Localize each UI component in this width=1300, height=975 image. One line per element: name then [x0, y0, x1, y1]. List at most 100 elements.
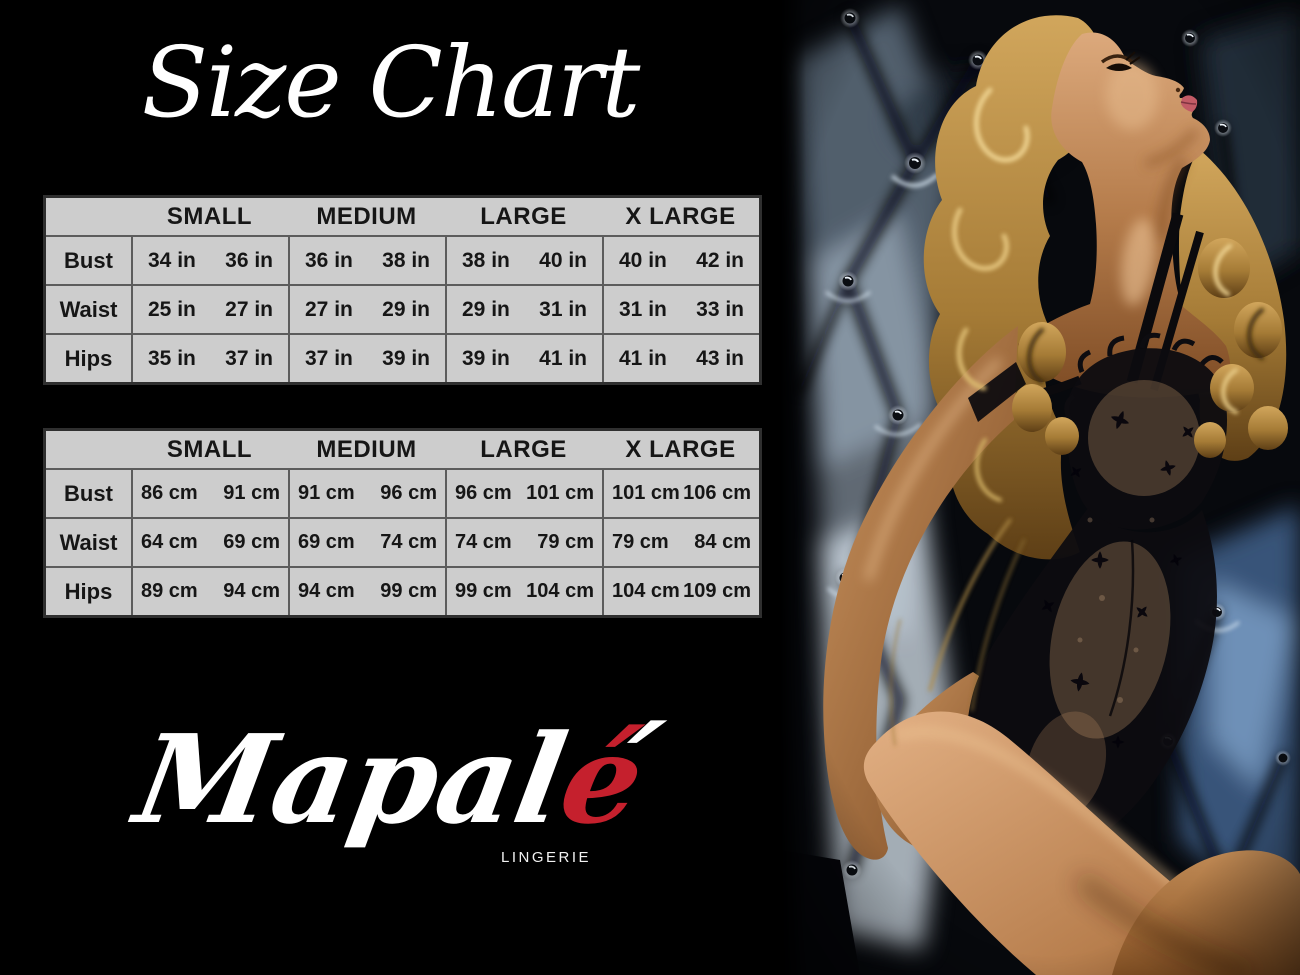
- measure-value: 94 cm: [223, 580, 280, 602]
- measure-value: 33 in: [696, 297, 744, 321]
- measure-value: 91 cm: [298, 482, 355, 504]
- measure-value: 94 cm: [298, 580, 355, 602]
- measure-value: 36 in: [305, 248, 353, 272]
- measure-value: 96 cm: [380, 482, 437, 504]
- table-row-bust: Bust 86 cm 91 cm 91 cm 96 cm 96 cm 101 cm 1…: [46, 468, 759, 517]
- size-table-header-row: SMALL MEDIUM LARGE X LARGE: [46, 431, 759, 468]
- measure-value: 101 cm: [612, 482, 680, 504]
- size-cell: 31 in 33 in: [602, 286, 759, 333]
- size-table-cm: SMALL MEDIUM LARGE X LARGE Bust 86 cm 91 …: [43, 428, 762, 618]
- brand-tagline: LINGERIE: [500, 849, 592, 866]
- table-row-hips: Hips 89 cm 94 cm 94 cm 99 cm 99 cm 104 cm 1…: [46, 566, 759, 615]
- table-row-hips: Hips 35 in 37 in 37 in 39 in 39 in 41 in 41…: [46, 333, 759, 382]
- measure-value: 36 in: [225, 248, 273, 272]
- size-cell: 79 cm 84 cm: [602, 519, 759, 566]
- size-table-header-row: SMALL MEDIUM LARGE X LARGE: [46, 198, 759, 235]
- model-photo: [780, 0, 1300, 975]
- measure-value: 91 cm: [223, 482, 280, 504]
- size-cell: 37 in 39 in: [288, 335, 445, 382]
- size-cell: 25 in 27 in: [131, 286, 288, 333]
- header-xlarge: X LARGE: [625, 202, 736, 230]
- size-cell: 35 in 37 in: [131, 335, 288, 382]
- measure-value: 29 in: [462, 297, 510, 321]
- measure-value: 43 in: [696, 346, 744, 370]
- measure-value: 27 in: [305, 297, 353, 321]
- row-label: Hips: [64, 345, 113, 371]
- row-label: Bust: [64, 247, 113, 273]
- measure-value: 99 cm: [455, 580, 512, 602]
- measure-value: 41 in: [539, 346, 587, 370]
- size-cell: 74 cm 79 cm: [445, 519, 602, 566]
- measure-value: 64 cm: [141, 531, 198, 553]
- size-cell: 36 in 38 in: [288, 237, 445, 284]
- size-cell: 101 cm 106 cm: [602, 470, 759, 517]
- header-medium: MEDIUM: [316, 202, 417, 230]
- size-cell: 29 in 31 in: [445, 286, 602, 333]
- measure-value: 69 cm: [298, 531, 355, 553]
- measure-value: 79 cm: [612, 531, 669, 553]
- row-label: Waist: [59, 529, 118, 555]
- measure-value: 69 cm: [223, 531, 280, 553]
- header-small: SMALL: [166, 435, 253, 463]
- header-medium: MEDIUM: [316, 435, 417, 463]
- measure-value: 89 cm: [141, 580, 198, 602]
- measure-value: 39 in: [462, 346, 510, 370]
- row-label: Waist: [59, 296, 118, 322]
- size-cell: 41 in 43 in: [602, 335, 759, 382]
- size-cell: 91 cm 96 cm: [288, 470, 445, 517]
- measure-value: 74 cm: [380, 531, 437, 553]
- measure-value: 104 cm: [526, 580, 594, 602]
- size-cell: 99 cm 104 cm: [445, 568, 602, 615]
- size-cell: 64 cm 69 cm: [131, 519, 288, 566]
- table-row-bust: Bust 34 in 36 in 36 in 38 in 38 in 40 in 40…: [46, 235, 759, 284]
- header-xlarge: X LARGE: [625, 435, 736, 463]
- row-label: Bust: [64, 480, 113, 506]
- measure-value: 25 in: [148, 297, 196, 321]
- header-small: SMALL: [166, 202, 253, 230]
- measure-value: 38 in: [462, 248, 510, 272]
- measure-value: 101 cm: [526, 482, 594, 504]
- measure-value: 29 in: [382, 297, 430, 321]
- table-row-waist: Waist 25 in 27 in 27 in 29 in 29 in 31 in 3…: [46, 284, 759, 333]
- size-cell: 104 cm 109 cm: [602, 568, 759, 615]
- row-label: Hips: [64, 578, 113, 604]
- measure-value: 96 cm: [455, 482, 512, 504]
- measure-value: 37 in: [225, 346, 273, 370]
- brand-script: Mapal: [126, 707, 577, 851]
- size-cell: 89 cm 94 cm: [131, 568, 288, 615]
- measure-value: 109 cm: [683, 580, 751, 602]
- measure-value: 79 cm: [537, 531, 594, 553]
- size-cell: 94 cm 99 cm: [288, 568, 445, 615]
- measure-value: 39 in: [382, 346, 430, 370]
- measure-value: 104 cm: [612, 580, 680, 602]
- measure-value: 35 in: [148, 346, 196, 370]
- measure-value: 40 in: [539, 248, 587, 272]
- size-cell: 86 cm 91 cm: [131, 470, 288, 517]
- measure-value: 31 in: [619, 297, 667, 321]
- size-cell: 39 in 41 in: [445, 335, 602, 382]
- measure-value: 106 cm: [683, 482, 751, 504]
- measure-value: 31 in: [539, 297, 587, 321]
- measure-value: 37 in: [305, 346, 353, 370]
- size-cell: 40 in 42 in: [602, 237, 759, 284]
- header-large: LARGE: [480, 202, 567, 230]
- measure-value: 99 cm: [380, 580, 437, 602]
- table-row-waist: Waist 64 cm 69 cm 69 cm 74 cm 74 cm 79 cm 7…: [46, 517, 759, 566]
- measure-value: 27 in: [225, 297, 273, 321]
- measure-value: 74 cm: [455, 531, 512, 553]
- measure-value: 34 in: [148, 248, 196, 272]
- measure-value: 38 in: [382, 248, 430, 272]
- size-table-inches: SMALL MEDIUM LARGE X LARGE Bust 34 in 36 …: [43, 195, 762, 385]
- measure-value: 40 in: [619, 248, 667, 272]
- header-large: LARGE: [480, 435, 567, 463]
- size-cell: 69 cm 74 cm: [288, 519, 445, 566]
- size-cell: 34 in 36 in: [131, 237, 288, 284]
- measure-value: 86 cm: [141, 482, 198, 504]
- brand-logo: Mapalé ´: [0, 703, 793, 852]
- measure-value: 42 in: [696, 248, 744, 272]
- page-title: Size Chart: [141, 26, 641, 139]
- measure-value: 84 cm: [694, 531, 751, 553]
- measure-value: 41 in: [619, 346, 667, 370]
- size-cell: 96 cm 101 cm: [445, 470, 602, 517]
